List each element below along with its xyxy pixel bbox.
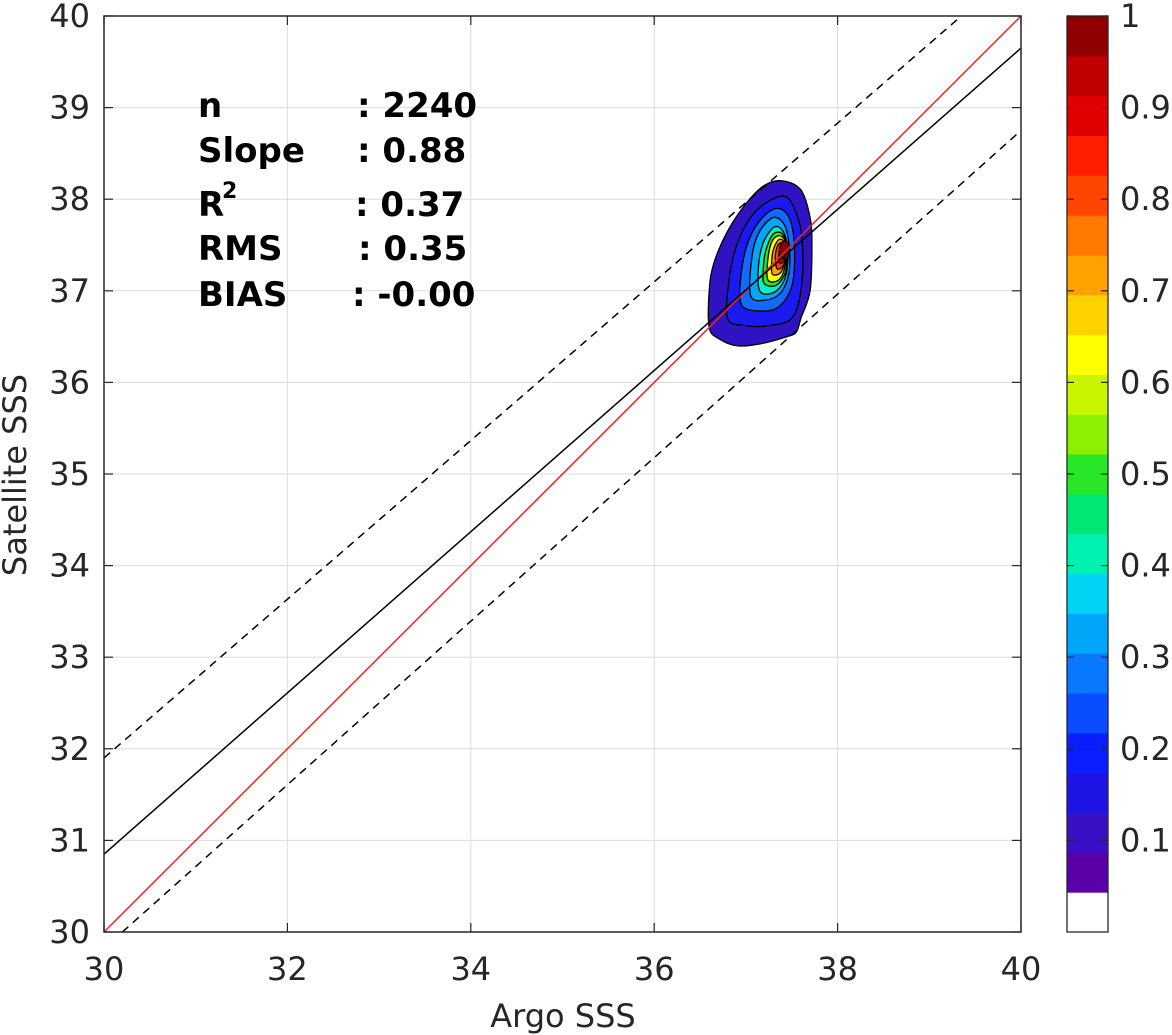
- colorbar-tick-label: 0.4: [1120, 547, 1171, 585]
- x-tick-label: 32: [267, 950, 308, 988]
- colorbar-tick-label: 0.1: [1120, 821, 1171, 859]
- colorbar-tick-label: 1: [1120, 0, 1140, 35]
- colorbar-segment: [1067, 294, 1108, 336]
- lower-bound-line: [121, 129, 1022, 933]
- y-tick-label: 33: [49, 638, 90, 676]
- regression-fit-line: [103, 47, 1022, 855]
- colorbar-tick-label: 0.6: [1120, 363, 1171, 401]
- stat-n-label: n: [198, 86, 222, 126]
- x-tick-label: 38: [817, 950, 858, 988]
- colorbar-segment: [1067, 693, 1108, 734]
- y-tick-label: 39: [49, 89, 90, 127]
- colorbar-segment: [1067, 414, 1108, 455]
- x-tick-label: 40: [1001, 950, 1042, 988]
- stat-slope-value: : 0.88: [357, 131, 466, 171]
- density-contours: [707, 180, 813, 347]
- y-tick-label: 32: [49, 730, 90, 768]
- colorbar-segment: [1067, 812, 1108, 853]
- colorbar-segment: [1067, 334, 1108, 375]
- colorbar-segment: [1067, 95, 1108, 136]
- colorbar-segment: [1067, 175, 1108, 216]
- colorbar-segment: [1067, 653, 1108, 694]
- stat-r2-value: : 0.37: [355, 185, 464, 225]
- colorbar-segment: [1067, 573, 1108, 614]
- stats-annotation: n : 2240 Slope : 0.88 R 2 : 0.37 RMS : 0…: [198, 86, 477, 315]
- colorbar-tick-label: 0.2: [1120, 730, 1171, 768]
- y-tick-label: 30: [49, 913, 90, 951]
- colorbar-segment: [1067, 732, 1108, 774]
- y-tick-label: 35: [49, 455, 90, 493]
- colorbar-segment: [1067, 254, 1108, 296]
- colorbar-segment: [1067, 135, 1108, 176]
- y-tick-label: 36: [49, 363, 90, 401]
- colorbar-segment: [1067, 772, 1108, 814]
- x-tick-labels: 30 32 34 36 38 40: [84, 950, 1042, 988]
- upper-bound-line: [103, 15, 962, 759]
- colorbar-tick-label: 0.9: [1120, 89, 1171, 127]
- colorbar-segment: [1067, 892, 1108, 933]
- colorbar-segment: [1067, 852, 1108, 893]
- y-tick-label: 31: [49, 821, 90, 859]
- y-tick-label: 34: [49, 547, 90, 585]
- x-tick-label: 36: [634, 950, 675, 988]
- colorbar-segment: [1067, 374, 1108, 415]
- one-to-one-line: [103, 15, 1022, 933]
- colorbar-tick-label: 0.5: [1120, 455, 1171, 493]
- colorbar-tick-labels: 0.1 0.2 0.3 0.4 0.5 0.6 0.7 0.8 0.9 1: [1120, 0, 1171, 859]
- colorbar-segment: [1067, 16, 1108, 57]
- x-tick-label: 34: [450, 950, 491, 988]
- y-tick-label: 38: [49, 180, 90, 218]
- reference-lines: [103, 15, 1022, 933]
- stat-n-value: : 2240: [357, 86, 477, 126]
- colorbar-segment: [1067, 215, 1108, 256]
- colorbar-segment: [1067, 613, 1108, 654]
- stat-slope-label: Slope: [198, 131, 305, 171]
- colorbar-tick-label: 0.3: [1120, 638, 1171, 676]
- stat-r2-label: R: [198, 185, 224, 225]
- stat-bias-label: BIAS: [198, 275, 287, 315]
- colorbar-tick-label: 0.7: [1120, 272, 1171, 310]
- stat-bias-value: : -0.00: [352, 275, 475, 315]
- y-tick-labels: 30 31 32 33 34 35 36 37 38 39 40: [49, 0, 90, 951]
- colorbar-segment: [1067, 533, 1108, 575]
- x-tick-label: 30: [84, 950, 125, 988]
- colorbar: [1066, 15, 1109, 933]
- y-axis-label: Satellite SSS: [0, 374, 34, 576]
- stat-rms-value: : 0.35: [358, 229, 467, 269]
- stat-r2-superscript: 2: [222, 179, 237, 204]
- y-tick-label: 37: [49, 272, 90, 310]
- axes: [103, 15, 1022, 933]
- colorbar-segment: [1067, 493, 1108, 535]
- y-tick-label: 40: [49, 0, 90, 35]
- stat-rms-label: RMS: [198, 229, 283, 269]
- x-axis-label: Argo SSS: [490, 997, 635, 1035]
- colorbar-segment: [1067, 55, 1108, 97]
- colorbar-tick-label: 0.8: [1120, 180, 1171, 218]
